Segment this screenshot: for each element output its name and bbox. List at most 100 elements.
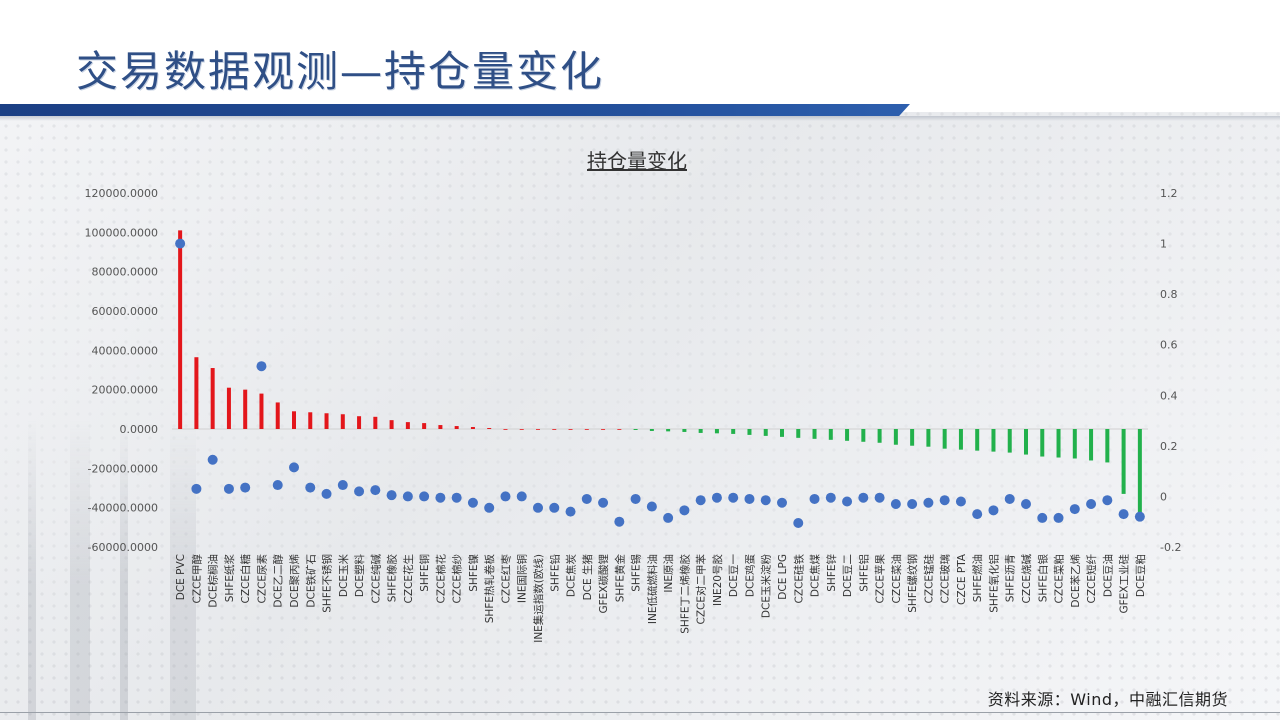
- category-label: CZCE硅铁: [792, 554, 805, 604]
- bar: [405, 422, 410, 429]
- category-label: CZCE烧碱: [1020, 554, 1033, 604]
- data-point: [451, 492, 462, 503]
- category-label: SHFE橡胶: [386, 554, 399, 603]
- bar: [1024, 429, 1028, 455]
- data-point: [1037, 512, 1048, 523]
- data-point: [890, 499, 901, 510]
- category-label: DCE 生猪: [581, 554, 594, 601]
- bar: [698, 429, 703, 433]
- bar: [503, 429, 508, 430]
- bar: [454, 426, 459, 429]
- category-label: DCE豆一: [728, 554, 740, 598]
- left-axis-tick-label: -60000.0000: [88, 541, 158, 554]
- bar: [1089, 429, 1094, 461]
- data-point: [549, 502, 560, 513]
- bar: [714, 429, 719, 434]
- category-label: INE低硫燃料油: [646, 554, 659, 624]
- bar: [942, 429, 947, 449]
- data-point: [240, 482, 251, 493]
- bar: [893, 429, 898, 445]
- data-point: [1004, 493, 1015, 504]
- bar: [438, 425, 443, 429]
- bar: [389, 420, 394, 429]
- bar: [308, 412, 313, 429]
- category-label: INE20号胶: [711, 554, 724, 606]
- data-point: [972, 509, 983, 520]
- bar: [731, 429, 736, 434]
- category-label: SHFE沥青: [1004, 554, 1017, 602]
- data-point: [923, 497, 934, 508]
- bar: [292, 411, 296, 429]
- data-point: [467, 497, 478, 508]
- data-point: [744, 493, 755, 504]
- category-label: INE国际铜: [517, 554, 529, 603]
- bar: [1121, 429, 1126, 494]
- data-point: [207, 454, 218, 465]
- bar: [324, 413, 329, 429]
- data-point: [1118, 509, 1129, 520]
- left-axis-tick-label: 20000.0000: [92, 384, 158, 397]
- left-axis-tick-label: -40000.0000: [88, 502, 158, 515]
- left-axis-tick-label: -20000.0000: [88, 462, 158, 475]
- bar: [552, 429, 557, 430]
- bar: [991, 429, 996, 452]
- bar: [975, 429, 980, 451]
- category-label: SHFE铅: [548, 554, 561, 592]
- category-label: SHFE热轧卷板: [483, 554, 496, 624]
- category-label: DCE玉米: [337, 554, 350, 598]
- bar: [194, 357, 199, 429]
- data-point: [1086, 499, 1097, 510]
- category-label: CZCE白糖: [239, 554, 252, 604]
- category-label: DCE焦炭: [565, 554, 578, 598]
- data-point: [386, 490, 397, 501]
- right-axis-tick-label: 1.2: [1160, 187, 1178, 200]
- bar: [861, 429, 866, 442]
- data-point: [955, 496, 966, 507]
- category-label: DCE豆油: [1101, 554, 1114, 597]
- category-label: SHFE螺纹钢: [906, 554, 919, 613]
- data-point: [858, 492, 869, 503]
- bar: [373, 416, 378, 429]
- category-label: DCE LPG: [777, 554, 789, 600]
- data-point: [646, 501, 657, 512]
- data-point: [760, 495, 771, 506]
- bar: [780, 429, 784, 437]
- bar: [584, 429, 589, 430]
- category-label: SHFE黄金: [613, 554, 626, 603]
- bar: [649, 429, 654, 431]
- bar: [601, 429, 606, 430]
- data-point: [175, 238, 186, 249]
- data-point: [419, 491, 430, 502]
- bar: [1040, 429, 1045, 457]
- bar: [210, 368, 215, 429]
- data-point: [598, 497, 609, 508]
- data-point: [1069, 504, 1080, 515]
- category-label: CZCE玻璃: [939, 554, 952, 604]
- bar: [1105, 429, 1110, 463]
- left-axis-tick-label: 0.0000: [120, 423, 159, 436]
- category-label: CZCE短纤: [1085, 554, 1098, 604]
- category-label: INE原油: [662, 554, 675, 593]
- data-point: [533, 502, 543, 513]
- category-label: SHFE丁二烯橡胶: [678, 554, 691, 634]
- bar: [259, 393, 264, 429]
- bar: [470, 427, 475, 429]
- data-point: [793, 517, 804, 528]
- category-label: SHFE纸浆: [223, 554, 236, 603]
- bar: [1137, 429, 1142, 520]
- bar: [666, 429, 671, 432]
- bar: [747, 429, 752, 435]
- category-label: DCE豆二: [842, 554, 854, 597]
- data-point: [191, 483, 202, 494]
- data-point: [305, 482, 316, 493]
- bar: [519, 429, 524, 430]
- data-point: [988, 505, 999, 516]
- category-label: CZCE棉纱: [451, 554, 464, 604]
- bar: [568, 429, 573, 430]
- category-label: DCE鸡蛋: [743, 554, 756, 598]
- data-point: [809, 493, 820, 504]
- category-label: CZCE菜油: [890, 554, 903, 604]
- data-point: [695, 495, 706, 506]
- category-label: SHFE镍: [467, 554, 480, 592]
